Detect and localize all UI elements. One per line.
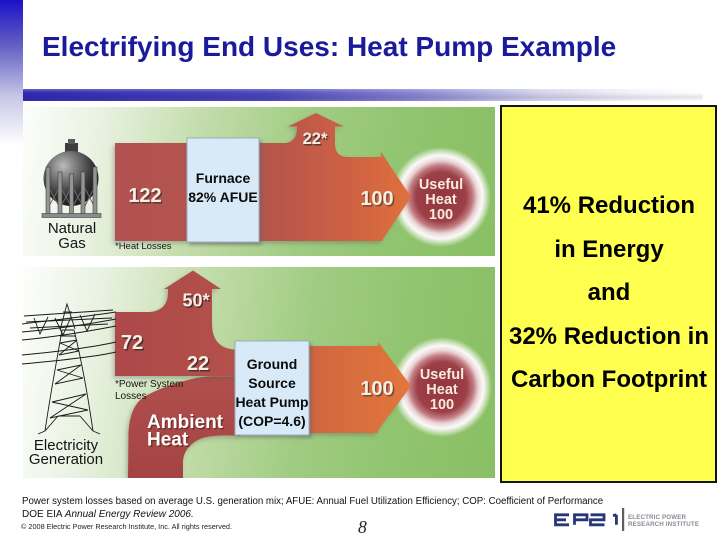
svg-text:100: 100 <box>362 190 395 212</box>
svg-text:100: 100 <box>360 188 393 210</box>
svg-text:Heat: Heat <box>147 430 189 451</box>
svg-text:ELECTRIC POWER: ELECTRIC POWER <box>628 514 687 521</box>
svg-text:122: 122 <box>128 185 161 207</box>
svg-text:*Power System: *Power System <box>115 379 183 390</box>
svg-text:Heat: Heat <box>426 382 458 398</box>
svg-text:Heat: Heat <box>148 431 190 452</box>
svg-text:RESEARCH INSTITUTE: RESEARCH INSTITUTE <box>628 521 699 528</box>
svg-text:(COP=4.6): (COP=4.6) <box>238 413 305 429</box>
svg-text:Ambient: Ambient <box>147 412 224 433</box>
svg-text:Gas: Gas <box>58 235 86 252</box>
svg-text:72: 72 <box>122 334 144 356</box>
svg-text:22*: 22* <box>303 130 328 148</box>
svg-text:22: 22 <box>187 353 209 375</box>
svg-text:Generation: Generation <box>29 451 103 468</box>
svg-text:Furnace: Furnace <box>196 170 251 186</box>
svg-text:Useful: Useful <box>420 367 464 383</box>
svg-text:100: 100 <box>429 207 453 223</box>
svg-text:Losses: Losses <box>115 391 147 402</box>
svg-text:22*: 22* <box>304 131 329 149</box>
svg-text:*Heat Losses: *Heat Losses <box>115 241 172 252</box>
svg-text:82% AFUE: 82% AFUE <box>188 189 258 205</box>
svg-text:50*: 50* <box>184 292 211 312</box>
svg-text:100: 100 <box>362 380 395 402</box>
svg-text:Useful: Useful <box>419 177 463 193</box>
svg-text:Natural: Natural <box>48 220 96 237</box>
svg-text:100: 100 <box>360 378 393 400</box>
svg-text:100: 100 <box>430 397 454 413</box>
svg-text:122: 122 <box>130 187 163 209</box>
svg-text:72: 72 <box>121 332 143 354</box>
svg-text:Heat: Heat <box>425 192 457 208</box>
svg-text:Ambient: Ambient <box>148 413 225 434</box>
svg-text:Heat Pump: Heat Pump <box>235 394 308 410</box>
svg-text:22: 22 <box>188 355 210 377</box>
svg-text:50*: 50* <box>182 291 209 311</box>
svg-text:Electricity: Electricity <box>34 437 99 454</box>
svg-text:Source: Source <box>248 375 296 391</box>
svg-text:Ground: Ground <box>247 356 298 372</box>
